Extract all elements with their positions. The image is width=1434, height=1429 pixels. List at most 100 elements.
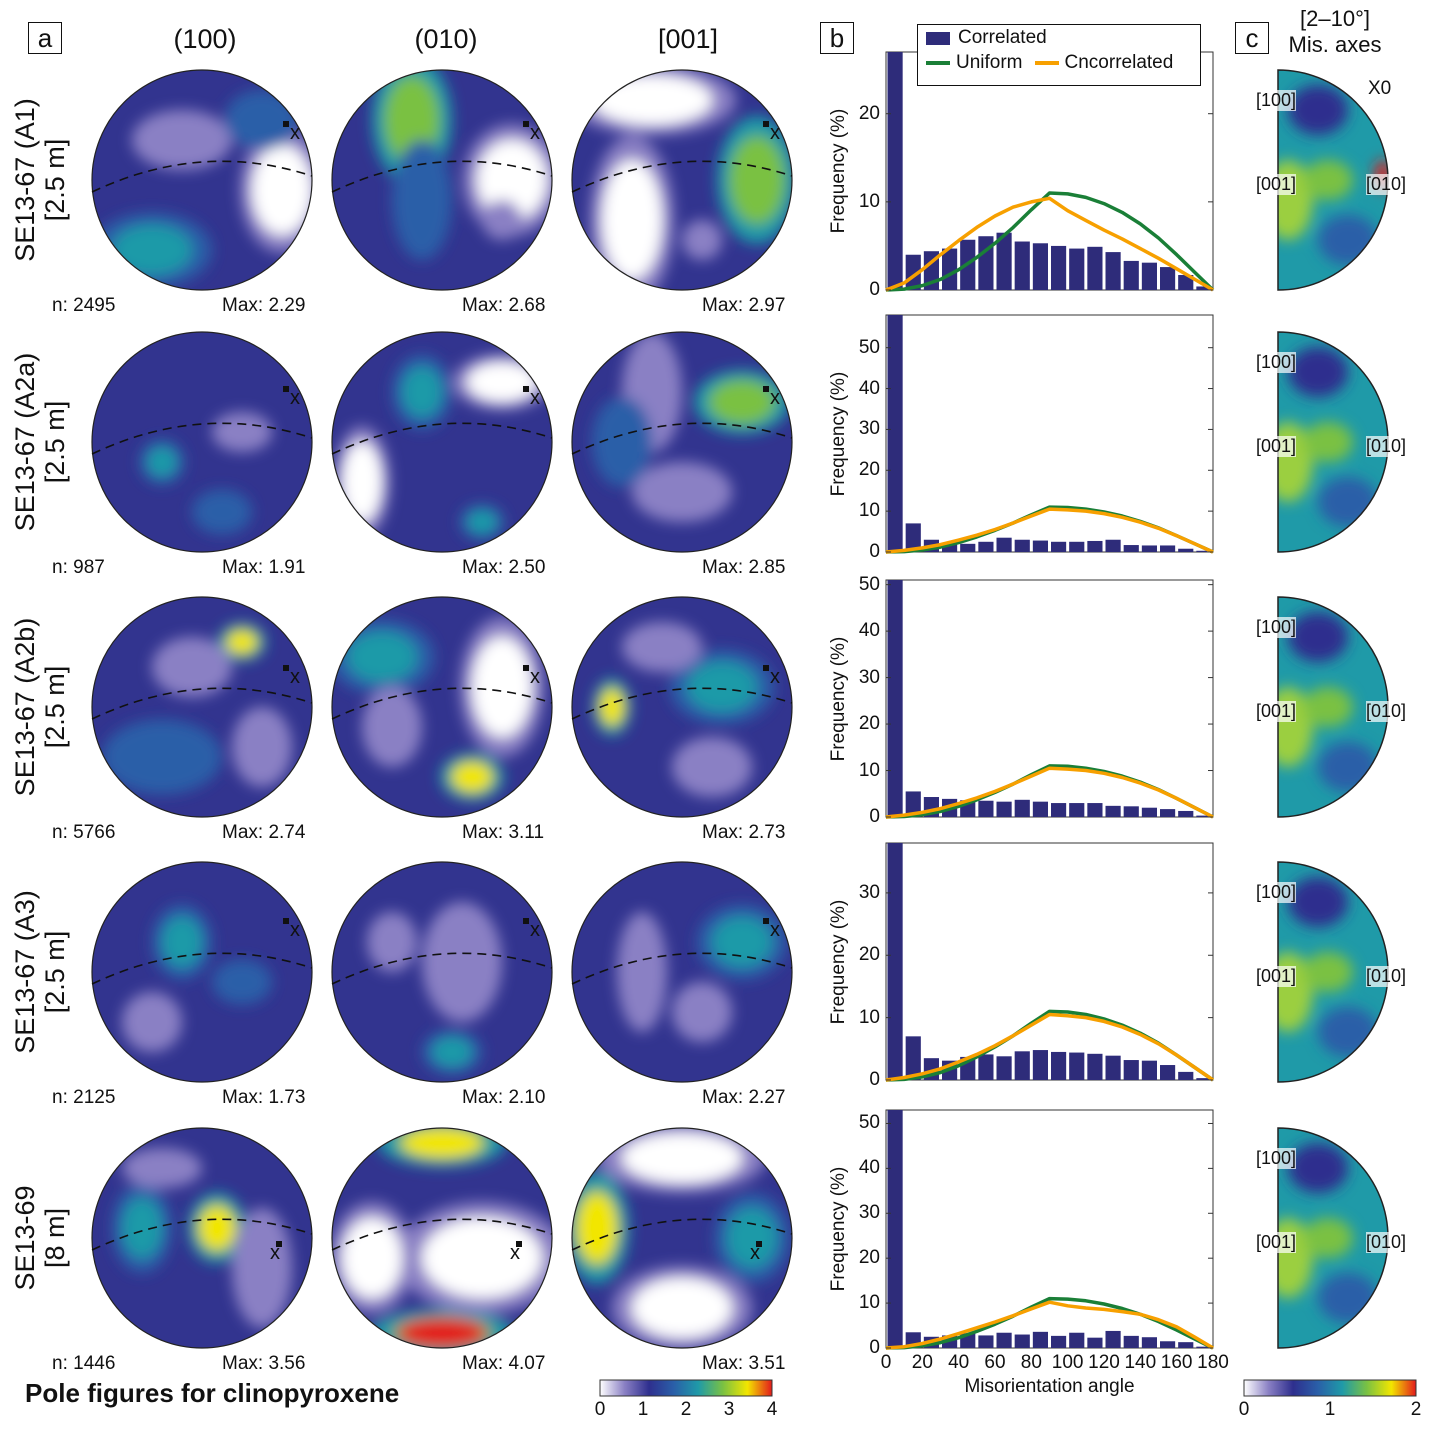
pole-figure [331,861,553,1083]
histogram-bar [1105,1330,1121,1348]
histogram-bar [1087,540,1103,552]
max-density: Max: 4.07 [462,1353,546,1374]
panel-label-a: a [28,22,62,54]
histogram-bar [1051,803,1067,817]
histogram-bar [887,843,903,1080]
foliation-trace [571,1218,793,1251]
y-tick-label: 0 [869,806,880,827]
row-label: SE13-67 (A2b) [2.5 m] [10,597,70,817]
lineation-x-label: x [770,919,780,941]
uniform-curve [885,191,1215,292]
histogram-bar [1105,252,1121,290]
row-label: SE13-67 (A1) [2.5 m] [10,70,70,290]
histogram [885,579,1214,819]
x-tick-label: 40 [948,1352,970,1373]
sample-name: SE13-67 (A3) [10,890,40,1054]
histogram-bar [1105,805,1121,817]
histogram-bar [978,1335,994,1348]
lineation-x-label: x [290,666,300,688]
histogram-bar [1105,539,1121,552]
foliation-trace [331,687,553,720]
foliation-trace [331,1218,553,1251]
max-density: Max: 3.11 [462,822,545,843]
histogram-bar [1014,241,1030,290]
histogram-bar [1014,799,1030,817]
y-tick-label: 30 [858,418,880,440]
histogram-bar [1032,801,1048,817]
axis-label-010: [010] [1366,966,1407,987]
lineation-marker [283,665,289,671]
lineation-x-label: x [770,387,780,409]
sample-name: SE13-67 (A1) [10,98,40,262]
histogram-bar [978,541,994,552]
histogram-bar [996,1056,1012,1080]
histogram-bar [1014,1051,1030,1080]
y-tick-label: 30 [858,881,880,903]
histogram-bar [942,543,958,552]
x-axis-label: Misorientation angle [964,1376,1135,1397]
histogram [885,314,1214,554]
histogram-bar [942,248,958,290]
y-tick-label: 0 [869,279,880,300]
max-density: Max: 2.10 [462,1087,546,1108]
histogram-bar [887,315,903,552]
lineation-marker [523,121,529,127]
legend-label: Uniform [956,52,1023,73]
uncorrelated-curve [885,196,1214,292]
histogram-bar [1196,550,1212,552]
y-tick-label: 0 [869,1069,880,1090]
sample-name: SE13-67 (A2a) [10,352,40,532]
lineation-marker [276,1241,282,1247]
y-tick-label: 30 [858,666,880,688]
colorbar-tick: 0 [1238,1399,1250,1420]
chart-legend: Correlated Uniform Cncorrelated [917,24,1201,86]
x0-label: X0 [1368,78,1392,99]
foliation-trace [91,1218,313,1251]
axis-label-010: [010] [1366,174,1407,195]
lineation-x-label: x [750,1242,760,1264]
x-tick-label: 60 [984,1352,1006,1373]
max-density: Max: 2.29 [222,295,306,316]
row-label: SE13-67 (A2a) [2.5 m] [10,332,70,552]
row-label: SE13-67 (A3) [2.5 m] [10,862,70,1082]
max-density: Max: 3.56 [222,1353,306,1374]
histogram-bar [1069,1052,1085,1080]
pole-figure [331,69,553,291]
pole-figure [91,1127,313,1349]
axis-label-001: [001] [1256,966,1297,987]
mis-axes-title: [2–10°] Mis. axes [1270,6,1400,58]
pole-figure [571,596,793,818]
axis-label-100: [100] [1256,90,1297,111]
column-header-100: (100) [173,24,237,54]
lineation-x-label: x [530,122,540,144]
column-header-010: (010) [414,24,478,54]
histogram-bar [1178,275,1194,290]
histogram-bar [1105,1055,1121,1080]
axis-label-001: [001] [1256,436,1297,457]
pole-figure [571,69,793,291]
y-axis-label: Frequency (%) [828,1166,849,1292]
foliation-trace [571,687,793,720]
histogram-bar [1196,815,1212,817]
lineation-x-label: x [290,122,300,144]
y-tick-label: 20 [858,1247,880,1269]
lineation-marker [763,665,769,671]
colorbar-tick: 2 [680,1399,692,1420]
colorbar-tick: 1 [637,1399,649,1420]
histogram-bar [887,1110,903,1348]
x-tick-label: 20 [911,1352,933,1373]
legend-entry-correlated: Correlated [926,27,1192,49]
histogram-bar [1160,267,1176,290]
pole-figure [91,331,313,553]
grain-count: n: 987 [52,557,105,578]
max-density: Max: 1.91 [222,557,306,578]
figure-title: Pole figures for clinopyroxene [25,1378,400,1408]
column-header-001: [001] [657,24,719,54]
y-tick-label: 10 [858,1006,880,1028]
y-axis-label: Frequency (%) [828,108,849,234]
x-tick-label: 120 [1088,1352,1120,1373]
x-tick-label: 100 [1051,1352,1084,1373]
max-density: Max: 2.74 [222,822,306,843]
histogram-bar [1141,807,1157,817]
